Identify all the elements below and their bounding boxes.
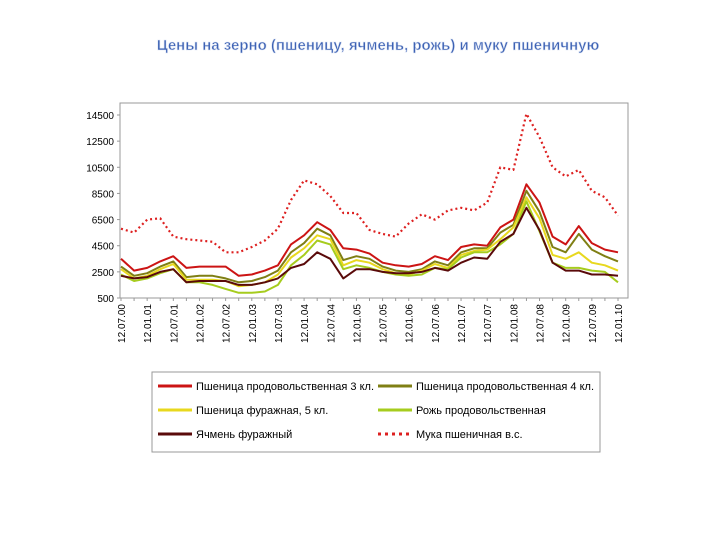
x-tick-label: 12.01.03 [248, 304, 259, 343]
x-tick-label: 12.01.01 [143, 304, 154, 343]
series-line [120, 196, 619, 288]
legend-label: Пшеница продовольственная 4 кл. [416, 381, 594, 393]
x-tick-label: 12.01.05 [352, 304, 363, 343]
x-tick-label: 12.07.07 [483, 304, 494, 343]
y-tick-label: 2500 [92, 268, 115, 279]
plot-frame [119, 102, 629, 299]
x-tick-label: 12.01.04 [300, 304, 311, 343]
y-tick-label: 12500 [86, 137, 114, 148]
legend-label: Мука пшеничная в.с. [416, 429, 523, 441]
x-tick-label: 12.01.07 [457, 304, 468, 343]
y-tick-label: 8500 [92, 189, 115, 200]
legend-label: Пшеница фуражная, 5 кл. [196, 405, 328, 417]
legend-label: Рожь продовольственная [416, 405, 546, 417]
x-tick-label: 12.07.02 [222, 304, 233, 343]
series-line [120, 206, 619, 286]
y-tick-label: 14500 [86, 111, 114, 122]
x-tick-label: 12.07.09 [588, 304, 599, 343]
series-line [120, 112, 619, 254]
x-tick-label: 12.07.00 [117, 304, 128, 343]
x-tick-label: 12.01.08 [509, 304, 520, 343]
legend-label: Пшеница продовольственная 3 кл. [196, 381, 374, 393]
x-tick-label: 12.01.06 [405, 304, 416, 343]
series-line [120, 183, 619, 277]
chart-title: Цены на зерно (пшеницу, ячмень, рожь) и … [157, 37, 600, 54]
y-tick-label: 500 [97, 294, 114, 305]
x-tick-label: 12.01.02 [195, 304, 206, 343]
x-tick-label: 12.07.06 [431, 304, 442, 343]
x-tick-label: 12.07.01 [169, 304, 180, 343]
x-tick-label: 12.07.08 [536, 304, 547, 343]
y-tick-label: 10500 [86, 163, 114, 174]
x-tick-label: 12.07.05 [379, 304, 390, 343]
y-tick-label: 6500 [92, 216, 115, 227]
legend-label: Ячмень фуражный [196, 429, 292, 441]
x-tick-label: 12.07.03 [274, 304, 285, 343]
x-tick-label: 12.01.09 [562, 304, 573, 343]
legend [151, 371, 601, 453]
x-tick-label: 12.07.04 [326, 304, 337, 343]
series-line [120, 189, 619, 284]
y-tick-label: 4500 [92, 242, 115, 253]
x-tick-label: 12.01.10 [614, 304, 625, 343]
